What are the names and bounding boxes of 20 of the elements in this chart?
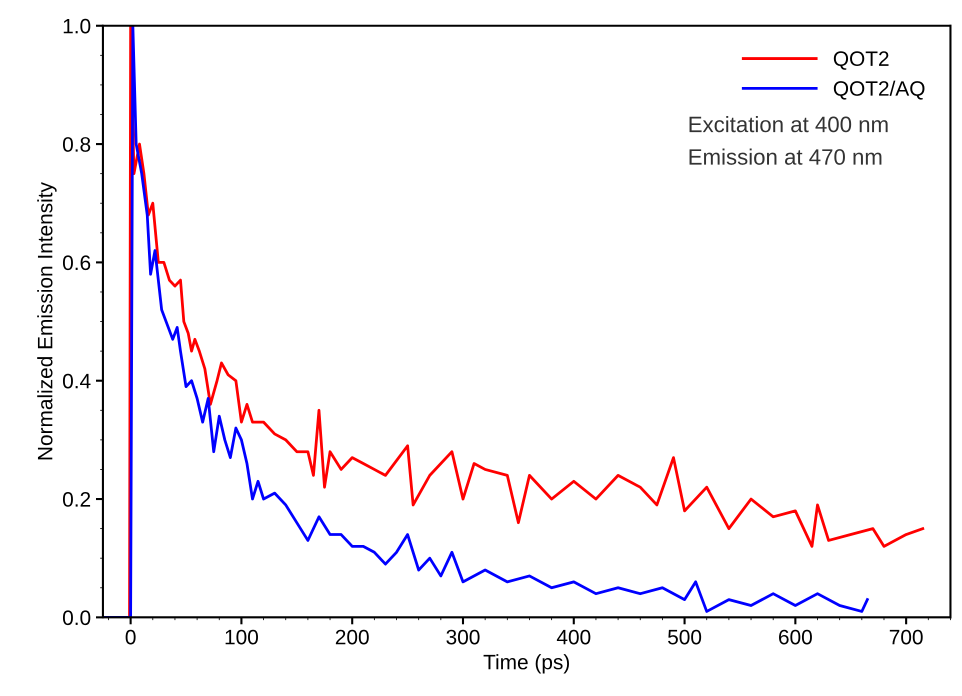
x-tick-label: 300 xyxy=(446,630,480,644)
y-tick-label: 0.6 xyxy=(62,255,90,270)
y-tick-label: 0.2 xyxy=(62,492,90,507)
y-axis-title: Normalized Emission Intensity xyxy=(37,182,57,460)
x-tick-label: 500 xyxy=(668,630,702,644)
y-tick-label: 0.8 xyxy=(62,137,90,152)
y-tick-label: 1.0 xyxy=(64,18,90,34)
legend-label: QOT2 xyxy=(834,51,889,70)
x-tick-label: 0 xyxy=(126,630,136,644)
annotation: Emission at 470 nm xyxy=(690,148,882,165)
x-tick-label: 200 xyxy=(336,630,369,644)
x-tick-label: 400 xyxy=(556,630,590,644)
legend-label: QOT2/AQ xyxy=(834,80,924,100)
annotation: Excitation at 400 nm xyxy=(690,116,888,132)
y-tick-label: 0.0 xyxy=(62,610,90,626)
y-tick-label: 0.4 xyxy=(62,374,91,388)
x-axis-title: Time (ps) xyxy=(484,654,569,674)
x-tick-label: 700 xyxy=(890,630,923,644)
x-tick-label: 600 xyxy=(779,630,812,644)
x-tick-label: 100 xyxy=(226,630,258,644)
